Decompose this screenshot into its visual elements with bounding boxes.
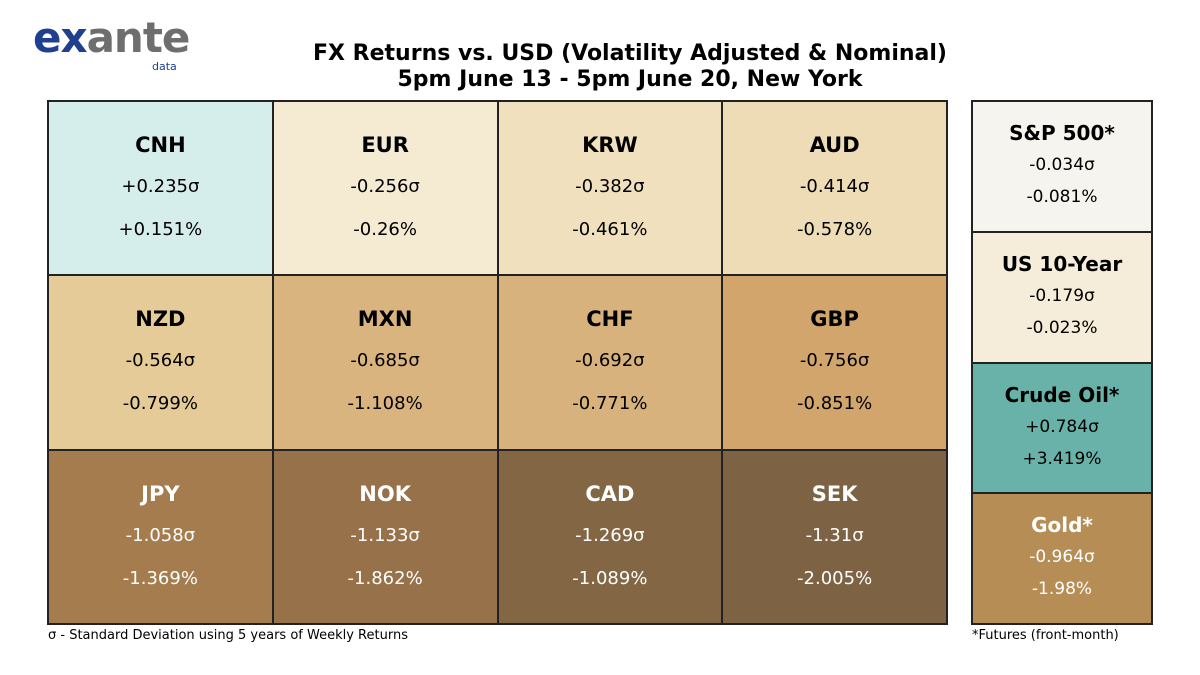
fx-cell: CHF -0.692σ -0.771% <box>497 275 723 450</box>
asset-cell-sigma: -0.179σ <box>1029 285 1095 306</box>
fx-returns-grid: CNH +0.235σ +0.151% EUR -0.256σ -0.26% K… <box>47 100 948 625</box>
fx-cell: SEK -1.31σ -2.005% <box>722 449 947 624</box>
fx-cell-currency: KRW <box>582 133 638 157</box>
fx-cell-currency: MXN <box>357 307 413 332</box>
asset-cell-sigma: +0.784σ <box>1025 416 1099 437</box>
fx-cell-sigma: -1.269σ <box>575 524 645 546</box>
asset-cell-nominal: -1.98% <box>1031 579 1093 600</box>
fx-cell-sigma: -0.756σ <box>799 350 870 372</box>
fx-cell: CAD -1.269σ -1.089% <box>497 449 723 624</box>
asset-cell: US 10-Year -0.179σ -0.023% <box>972 231 1152 363</box>
asset-returns-panel: S&P 500* -0.034σ -0.081% US 10-Year -0.1… <box>971 100 1153 625</box>
fx-cell: NZD -0.564σ -0.799% <box>48 275 273 450</box>
futures-footnote: *Futures (front-month) <box>972 628 1119 643</box>
fx-cell: NOK -1.133σ -1.862% <box>272 449 498 624</box>
fx-cell-nominal: -1.369% <box>122 567 198 589</box>
fx-cell-sigma: -0.692σ <box>575 350 645 372</box>
fx-cell-currency: EUR <box>361 133 409 157</box>
fx-cell-currency: JPY <box>141 481 180 506</box>
asset-cell: Gold* -0.964σ -1.98% <box>972 493 1152 624</box>
fx-cell: AUD -0.414σ -0.578% <box>722 101 947 276</box>
fx-cell-sigma: -0.414σ <box>799 176 870 197</box>
fx-cell: CNH +0.235σ +0.151% <box>48 101 273 276</box>
fx-cell-nominal: -1.108% <box>347 393 423 415</box>
fx-cell-sigma: +0.235σ <box>121 176 200 197</box>
asset-cell: S&P 500* -0.034σ -0.081% <box>972 101 1152 232</box>
chart-subtitle: 5pm June 13 - 5pm June 20, New York <box>397 67 863 92</box>
fx-cell-nominal: -0.578% <box>797 219 873 240</box>
chart-title: FX Returns vs. USD (Volatility Adjusted … <box>313 41 947 66</box>
fx-cell-currency: NZD <box>135 307 186 332</box>
fx-cell-nominal: -0.851% <box>797 393 873 415</box>
fx-cell-sigma: -0.564σ <box>125 350 196 372</box>
fx-cell-sigma: -1.31σ <box>805 524 864 546</box>
asset-cell-sigma: -0.964σ <box>1029 547 1095 568</box>
asset-cell-nominal: +3.419% <box>1022 448 1102 469</box>
fx-cell-sigma: -0.256σ <box>350 176 420 197</box>
asset-cell-sigma: -0.034σ <box>1029 155 1095 175</box>
fx-cell-nominal: +0.151% <box>118 219 203 240</box>
fx-cell-nominal: -2.005% <box>797 567 873 589</box>
fx-cell-nominal: -0.799% <box>122 393 198 415</box>
asset-cell-name: Gold* <box>1031 513 1093 538</box>
fx-cell-currency: NOK <box>359 481 411 506</box>
fx-cell-nominal: -0.26% <box>353 219 417 240</box>
fx-cell: MXN -0.685σ -1.108% <box>272 275 498 450</box>
sigma-footnote: σ - Standard Deviation using 5 years of … <box>48 628 408 643</box>
fx-cell-sigma: -1.133σ <box>350 524 420 546</box>
fx-cell-currency: CNH <box>135 133 186 157</box>
asset-cell-name: S&P 500* <box>1009 121 1115 145</box>
logo-wordmark: exante <box>33 13 190 62</box>
fx-cell-sigma: -0.685σ <box>350 350 420 372</box>
fx-cell-sigma: -0.382σ <box>575 176 645 197</box>
exante-logo: exante data <box>33 14 190 74</box>
logo-subtext: data <box>152 60 177 73</box>
asset-cell-nominal: -0.081% <box>1026 187 1098 207</box>
asset-cell-nominal: -0.023% <box>1026 317 1098 338</box>
fx-cell-currency: GBP <box>810 307 859 332</box>
fx-cell: EUR -0.256σ -0.26% <box>272 101 498 276</box>
fx-cell-currency: CHF <box>586 307 634 332</box>
fx-cell-currency: SEK <box>811 481 858 506</box>
fx-cell: JPY -1.058σ -1.369% <box>48 449 273 624</box>
fx-cell: GBP -0.756σ -0.851% <box>722 275 947 450</box>
fx-cell-nominal: -1.862% <box>347 567 423 589</box>
fx-cell-nominal: -0.771% <box>572 393 648 415</box>
fx-cell-sigma: -1.058σ <box>125 524 196 546</box>
fx-cell-nominal: -0.461% <box>572 219 648 240</box>
fx-cell-currency: CAD <box>585 481 635 506</box>
asset-cell-name: US 10-Year <box>1001 251 1123 276</box>
fx-cell-nominal: -1.089% <box>572 567 648 589</box>
asset-cell-name: Crude Oil* <box>1004 382 1120 407</box>
fx-cell-currency: AUD <box>809 133 860 157</box>
fx-cell: KRW -0.382σ -0.461% <box>497 101 723 276</box>
asset-cell: Crude Oil* +0.784σ +3.419% <box>972 362 1152 494</box>
